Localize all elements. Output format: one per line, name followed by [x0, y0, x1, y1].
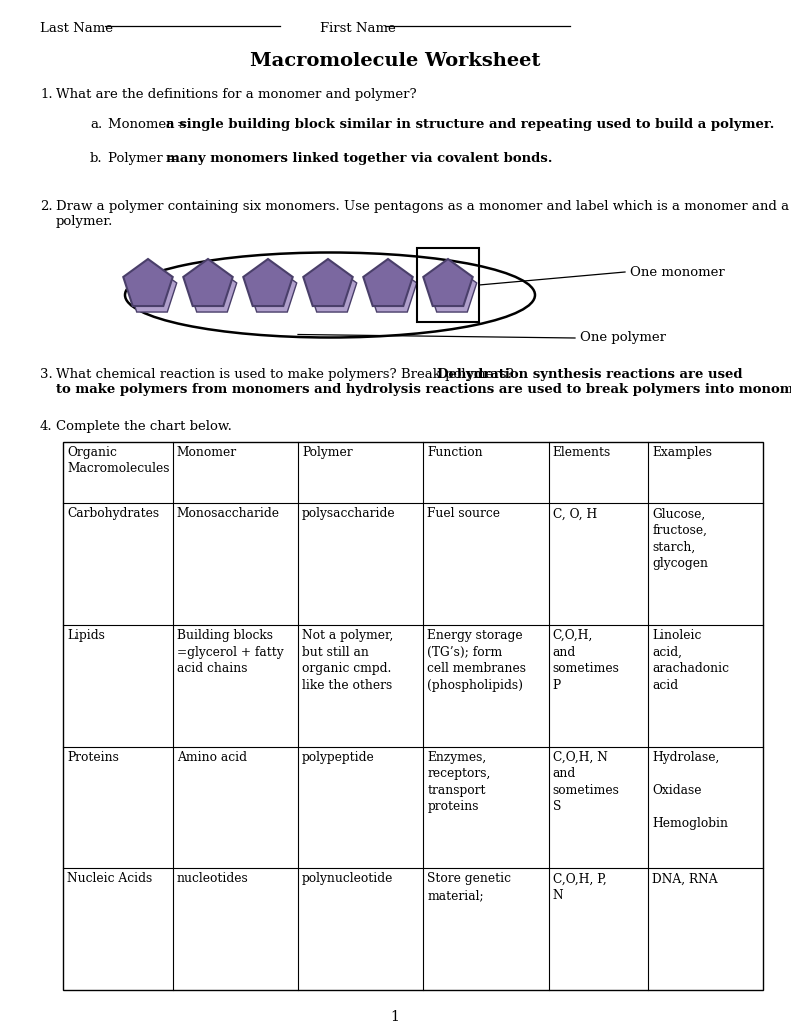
Polygon shape [427, 265, 477, 312]
Text: Complete the chart below.: Complete the chart below. [56, 420, 232, 433]
Text: 4.: 4. [40, 420, 53, 433]
Text: Carbohydrates: Carbohydrates [67, 508, 159, 520]
Text: C,O,H, P,
N: C,O,H, P, N [553, 872, 607, 902]
Polygon shape [187, 265, 237, 312]
Text: Linoleic
acid,
arachadonic
acid: Linoleic acid, arachadonic acid [652, 629, 729, 691]
Text: polymer.: polymer. [56, 215, 113, 228]
Text: Lipids: Lipids [67, 629, 105, 642]
Text: Draw a polymer containing six monomers. Use pentagons as a monomer and label whi: Draw a polymer containing six monomers. … [56, 200, 789, 213]
Text: Polymer: Polymer [302, 446, 353, 459]
Text: C,O,H,
and
sometimes
P: C,O,H, and sometimes P [553, 629, 619, 691]
Text: Elements: Elements [553, 446, 611, 459]
Polygon shape [423, 259, 473, 306]
Text: a single building block similar in structure and repeating used to build a polym: a single building block similar in struc… [166, 118, 774, 131]
Text: Polymer =: Polymer = [108, 152, 182, 165]
Text: Monomer =: Monomer = [108, 118, 187, 131]
Text: to make polymers from monomers and hydrolysis reactions are used to break polyme: to make polymers from monomers and hydro… [56, 383, 791, 396]
Text: Proteins: Proteins [67, 751, 119, 764]
Text: Last Name: Last Name [40, 22, 113, 35]
Text: Organic
Macromolecules: Organic Macromolecules [67, 446, 169, 475]
Text: 1.: 1. [40, 88, 53, 101]
Text: nucleotides: nucleotides [176, 872, 248, 886]
Polygon shape [307, 265, 357, 312]
Text: Macromolecule Worksheet: Macromolecule Worksheet [250, 52, 540, 70]
Text: Store genetic
material;: Store genetic material; [427, 872, 512, 902]
Polygon shape [367, 265, 417, 312]
Polygon shape [248, 265, 297, 312]
Text: Monosaccharide: Monosaccharide [176, 508, 280, 520]
Text: Building blocks
=glycerol + fatty
acid chains: Building blocks =glycerol + fatty acid c… [176, 629, 283, 675]
Text: Not a polymer,
but still an
organic cmpd.
like the others: Not a polymer, but still an organic cmpd… [302, 629, 393, 691]
Text: Fuel source: Fuel source [427, 508, 501, 520]
Text: What chemical reaction is used to make polymers? Break polymers?: What chemical reaction is used to make p… [56, 368, 513, 381]
Text: DNA, RNA: DNA, RNA [652, 872, 717, 886]
Text: polysaccharide: polysaccharide [302, 508, 396, 520]
Text: Function: Function [427, 446, 483, 459]
Text: Enzymes,
receptors,
transport
proteins: Enzymes, receptors, transport proteins [427, 751, 491, 813]
Text: Energy storage
(TG’s); form
cell membranes
(phospholipids): Energy storage (TG’s); form cell membran… [427, 629, 527, 691]
Text: polynucleotide: polynucleotide [302, 872, 393, 886]
Text: b.: b. [90, 152, 103, 165]
Text: Monomer: Monomer [176, 446, 237, 459]
Text: Glucose,
fructose,
starch,
glycogen: Glucose, fructose, starch, glycogen [652, 508, 708, 570]
Polygon shape [127, 265, 176, 312]
Bar [63, 442, 763, 990]
Text: One monomer: One monomer [630, 265, 725, 279]
Text: 3.: 3. [40, 368, 53, 381]
Polygon shape [123, 259, 172, 306]
Polygon shape [184, 259, 233, 306]
Text: C,O,H, N
and
sometimes
S: C,O,H, N and sometimes S [553, 751, 619, 813]
Polygon shape [244, 259, 293, 306]
Text: Nucleic Acids: Nucleic Acids [67, 872, 152, 886]
Polygon shape [303, 259, 353, 306]
Text: Dehydration synthesis reactions are used: Dehydration synthesis reactions are used [437, 368, 743, 381]
Text: many monomers linked together via covalent bonds.: many monomers linked together via covale… [166, 152, 552, 165]
Text: 1: 1 [391, 1010, 399, 1024]
Text: C, O, H: C, O, H [553, 508, 597, 520]
Text: First Name: First Name [320, 22, 396, 35]
Text: Examples: Examples [652, 446, 712, 459]
Text: What are the definitions for a monomer and polymer?: What are the definitions for a monomer a… [56, 88, 417, 101]
Polygon shape [363, 259, 413, 306]
Text: polypeptide: polypeptide [302, 751, 375, 764]
Bar [417, 248, 479, 322]
Text: One polymer: One polymer [580, 332, 666, 344]
Text: Amino acid: Amino acid [176, 751, 247, 764]
Text: a.: a. [90, 118, 102, 131]
Text: Hydrolase,

Oxidase

Hemoglobin: Hydrolase, Oxidase Hemoglobin [652, 751, 728, 829]
Text: 2.: 2. [40, 200, 53, 213]
